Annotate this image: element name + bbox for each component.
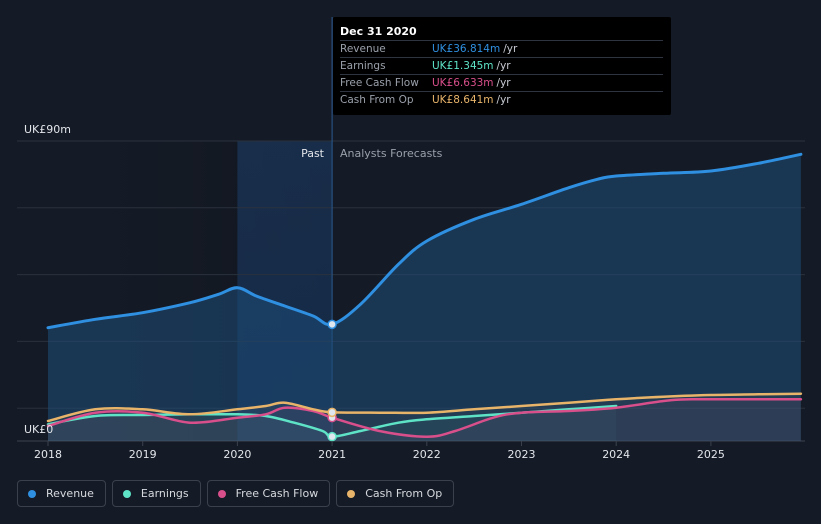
earnings-dot-icon xyxy=(122,489,131,498)
y-axis-top-label: UK£90m xyxy=(24,123,71,136)
cfo-marker xyxy=(327,407,337,418)
x-tick-label: 2024 xyxy=(602,448,630,461)
tooltip-unit: /yr xyxy=(496,60,511,72)
revenue-marker xyxy=(327,319,337,330)
x-tick-label: 2025 xyxy=(697,448,725,461)
tooltip-label: Free Cash Flow xyxy=(340,77,419,89)
fcf-line xyxy=(46,397,803,438)
tooltip-unit: /yr xyxy=(496,77,511,89)
legend-item-revenue[interactable]: Revenue xyxy=(17,480,106,507)
tooltip-label: Revenue xyxy=(340,43,386,55)
revenue-area xyxy=(48,154,801,442)
tooltip-row-cfo: Cash From Op UK£8.641m /yr xyxy=(340,91,663,108)
legend-item-earnings[interactable]: Earnings xyxy=(111,480,201,507)
legend-item-cash-from-op[interactable]: Cash From Op xyxy=(336,480,455,507)
y-axis-bottom-label: UK£0 xyxy=(24,423,53,436)
tooltip-value: UK£8.641m xyxy=(432,94,494,106)
x-tick-label: 2021 xyxy=(318,448,346,461)
tooltip-date: Dec 31 2020 xyxy=(340,25,417,38)
tooltip-value: UK£6.633m xyxy=(432,77,494,89)
tooltip-value: UK£1.345m xyxy=(432,60,494,72)
tooltip-unit: /yr xyxy=(503,43,518,55)
legend-label: Cash From Op xyxy=(365,487,443,500)
legend-item-free-cash-flow[interactable]: Free Cash Flow xyxy=(206,480,331,507)
tooltip-row-earnings: Earnings UK£1.345m /yr xyxy=(340,57,663,74)
legend-label: Revenue xyxy=(46,487,94,500)
earnings-line xyxy=(46,404,618,438)
x-tick-label: 2020 xyxy=(223,448,251,461)
fcf-area xyxy=(48,399,801,441)
x-tick-label: 2023 xyxy=(508,448,536,461)
cash-from-op-dot-icon xyxy=(347,489,356,498)
tooltip-unit: /yr xyxy=(496,94,511,106)
revenue-line xyxy=(46,152,803,330)
x-tick-label: 2019 xyxy=(129,448,157,461)
tooltip-row-fcf: Free Cash Flow UK£6.633m /yr xyxy=(340,74,663,91)
revenue-dot-icon xyxy=(28,489,36,498)
legend-label: Free Cash Flow xyxy=(235,487,319,500)
cfo-line xyxy=(46,392,803,423)
tooltip-row-revenue: Revenue UK£36.814m /yr xyxy=(340,40,663,57)
tooltip-value: UK£36.814m xyxy=(432,43,501,55)
forecast-label: Analysts Forecasts xyxy=(340,147,443,160)
tooltip-label: Earnings xyxy=(340,60,386,72)
earnings-marker xyxy=(327,431,337,442)
past-label: Past xyxy=(301,147,325,160)
legend-label: Earnings xyxy=(140,487,189,500)
hover-tooltip: Dec 31 2020 Revenue UK£36.814m /yr Earni… xyxy=(333,17,671,115)
tooltip-label: Cash From Op xyxy=(340,94,414,106)
free-cash-flow-dot-icon xyxy=(217,489,226,498)
x-tick-label: 2022 xyxy=(413,448,441,461)
x-tick-label: 2018 xyxy=(34,448,62,461)
chart: UK£90m UK£0 Past Analysts Forecasts 2018… xyxy=(17,17,805,461)
legend: Revenue Earnings Free Cash Flow Cash Fro… xyxy=(17,480,455,507)
